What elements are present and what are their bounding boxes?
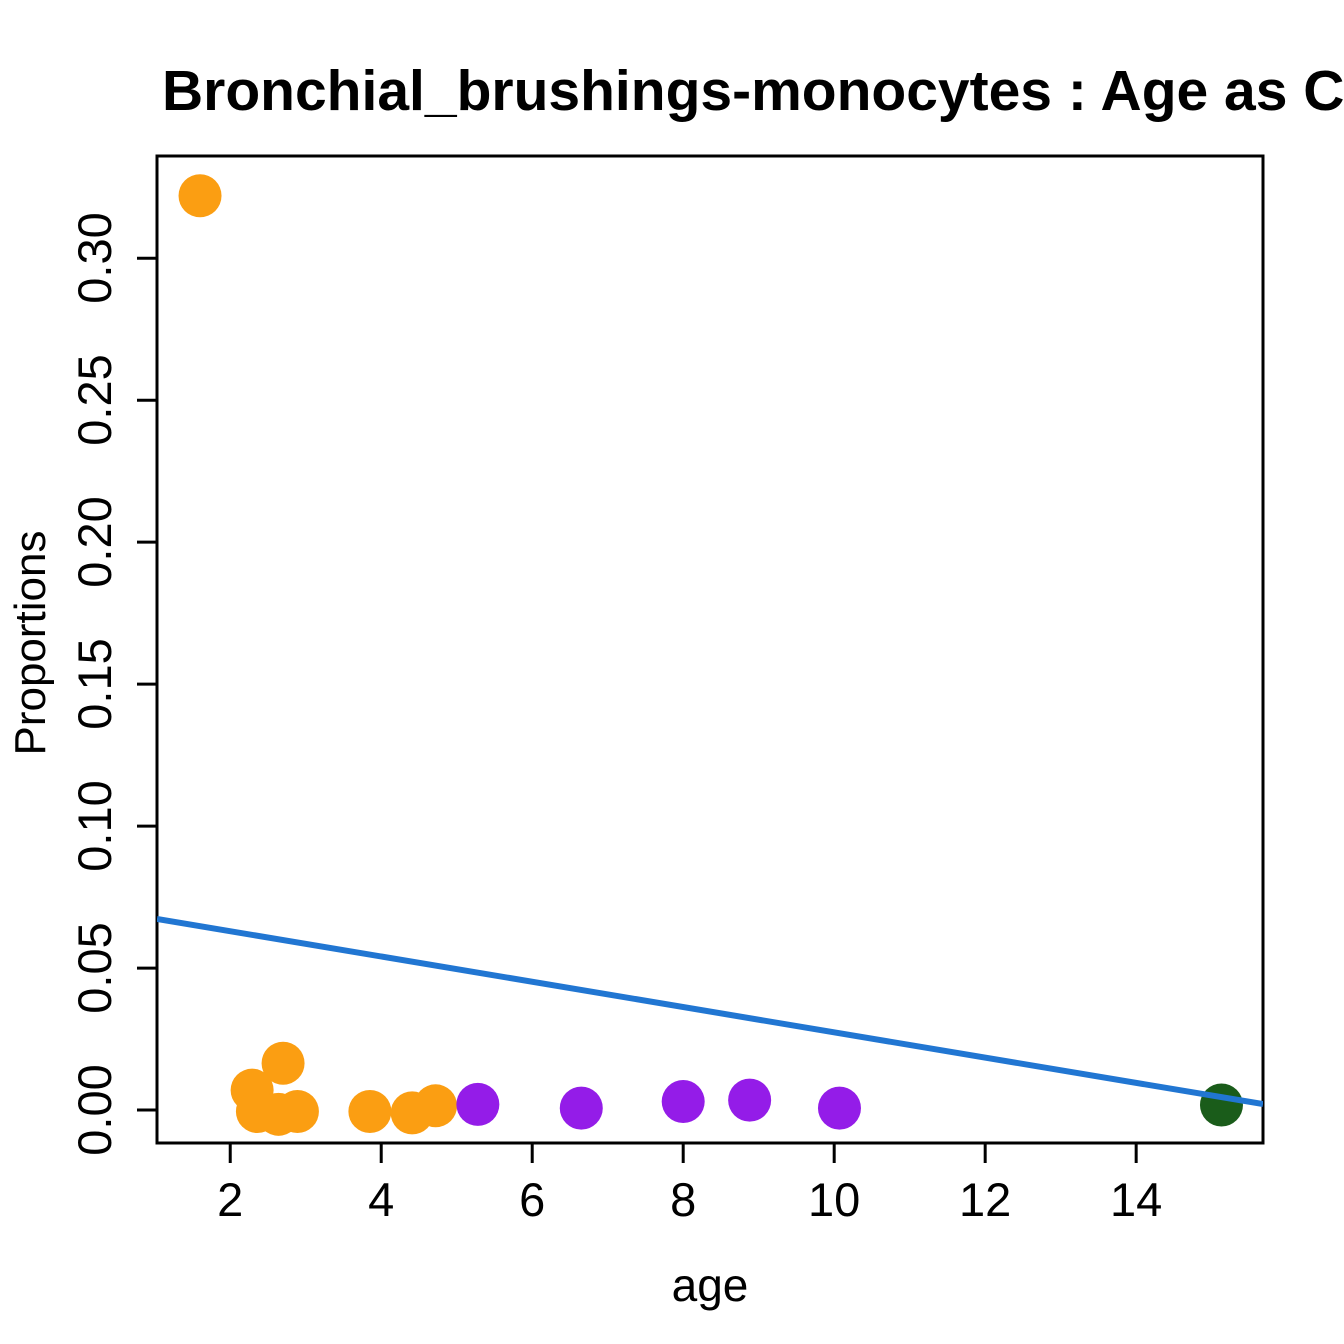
x-tick-label: 14 xyxy=(1110,1173,1163,1226)
x-tick-label: 2 xyxy=(217,1173,244,1226)
orange-group-point xyxy=(275,1089,319,1133)
plot-border xyxy=(155,154,1265,1145)
purple-group-point xyxy=(728,1078,772,1122)
x-tick-label: 4 xyxy=(368,1173,395,1226)
x-tick-label: 12 xyxy=(959,1173,1012,1226)
chart-title: Bronchial_brushings-monocytes : Age as C xyxy=(162,59,1344,123)
purple-group-point xyxy=(456,1082,500,1126)
trend-line xyxy=(157,916,1263,1108)
x-tick-label: 10 xyxy=(808,1173,861,1226)
orange-group-point xyxy=(261,1041,305,1085)
y-tick-label: 0.30 xyxy=(68,212,121,304)
darkgreen-group-point xyxy=(1199,1083,1243,1127)
x-tick-label: 8 xyxy=(670,1173,697,1226)
y-axis-title: Proportions xyxy=(6,530,55,756)
purple-group-point xyxy=(559,1086,603,1130)
orange-group-point xyxy=(178,174,222,218)
purple-group-point xyxy=(661,1080,705,1124)
x-axis-title: age xyxy=(671,1259,749,1311)
purple-group-point xyxy=(817,1086,861,1130)
x-tick-label: 6 xyxy=(519,1173,546,1226)
orange-group-point xyxy=(414,1084,458,1128)
orange-group-point xyxy=(348,1089,392,1133)
